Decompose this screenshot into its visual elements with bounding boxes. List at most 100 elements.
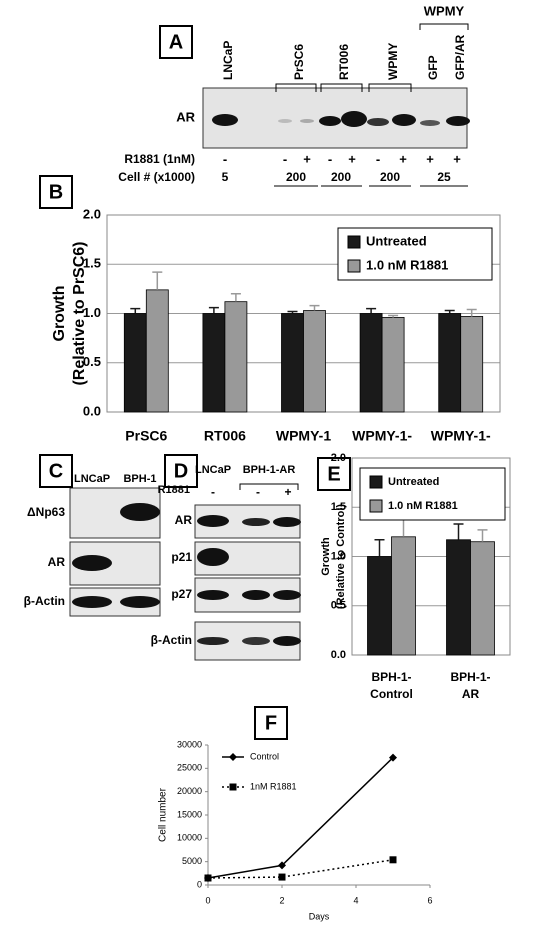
treatment-sign: + bbox=[453, 151, 461, 166]
y-tick-label: 15000 bbox=[177, 809, 202, 819]
plot-frame bbox=[351, 457, 511, 656]
bar bbox=[123, 313, 147, 413]
panel-label-box bbox=[39, 175, 73, 209]
x-tick-label: 4 bbox=[353, 895, 358, 905]
bar bbox=[381, 317, 405, 413]
bar bbox=[460, 316, 484, 413]
panel-label-box bbox=[159, 25, 193, 59]
panel-label-box bbox=[317, 457, 351, 491]
bar bbox=[224, 301, 248, 413]
treatment-sign: + bbox=[348, 151, 356, 166]
treatment-sign: + bbox=[399, 151, 407, 166]
lane-label: PrSC6 bbox=[292, 44, 306, 80]
x-tick-label: RT006 bbox=[204, 428, 246, 444]
error-bar bbox=[453, 523, 464, 540]
error-bar bbox=[388, 314, 399, 318]
x-axis-label: Days bbox=[309, 911, 330, 921]
panel-label-box bbox=[39, 454, 73, 488]
legend-marker bbox=[229, 753, 237, 761]
x-tick-label: 2 bbox=[279, 895, 284, 905]
marker bbox=[204, 874, 212, 882]
row-label: p21 bbox=[171, 550, 192, 564]
line bbox=[207, 859, 394, 879]
lane-label: LNCaP bbox=[221, 41, 235, 80]
lane-label: RT006 bbox=[337, 44, 351, 80]
y-axis-label: Growth bbox=[320, 537, 332, 576]
y-tick-label: 0.0 bbox=[83, 403, 101, 418]
y-tick-label: 5000 bbox=[182, 856, 202, 866]
marker bbox=[278, 873, 286, 881]
panel-label: D bbox=[174, 460, 188, 482]
y-axis-label: Cell number bbox=[158, 787, 169, 842]
bar bbox=[303, 310, 326, 413]
legend-swatch bbox=[369, 475, 383, 489]
panel-label-box bbox=[164, 454, 198, 488]
y-tick-label: 2.0 bbox=[331, 452, 346, 464]
cells-label: Cell # (x1000) bbox=[118, 170, 195, 184]
error-bar bbox=[130, 307, 141, 314]
row-label: AR bbox=[175, 513, 193, 527]
error-bar bbox=[374, 539, 385, 557]
bands-a bbox=[212, 111, 470, 127]
error-bar bbox=[208, 306, 219, 314]
row-label: β-Actin bbox=[151, 633, 192, 647]
lane-label: GFP/AR bbox=[453, 34, 467, 80]
legend-swatch bbox=[347, 235, 361, 249]
x-tick-label: 6 bbox=[427, 895, 432, 905]
treatment-label: R1881 bbox=[158, 484, 190, 496]
y-tick-label: 1.5 bbox=[83, 256, 101, 271]
x-tick-label: WPMY-1- bbox=[352, 428, 412, 444]
legend-label: Untreated bbox=[388, 476, 439, 488]
legend-swatch bbox=[369, 499, 383, 513]
treatment-sign: - bbox=[211, 485, 215, 499]
treatment-sign: - bbox=[376, 151, 380, 166]
y-tick-label: 20000 bbox=[177, 786, 202, 796]
line bbox=[207, 757, 394, 879]
legend-label: 1.0 nM R1881 bbox=[388, 500, 458, 512]
lane-label: LNCaP bbox=[195, 464, 231, 476]
cell-count: 25 bbox=[437, 170, 451, 184]
treatment-sign: - bbox=[223, 151, 227, 166]
legend-label: Untreated bbox=[366, 233, 427, 248]
treatment-sign: + bbox=[303, 151, 311, 166]
row-label: ΔNp63 bbox=[27, 505, 65, 519]
lane-label: BPH-1-AR bbox=[243, 464, 296, 476]
error-bar bbox=[466, 308, 477, 317]
y-axis-label: Growth bbox=[51, 286, 68, 342]
legend-box bbox=[337, 227, 493, 281]
panel-label: C bbox=[49, 460, 63, 482]
treatment-sign: - bbox=[328, 151, 332, 166]
bar bbox=[391, 536, 416, 656]
blot-c bbox=[69, 487, 161, 617]
legend-swatch bbox=[347, 259, 361, 273]
brackets-a bbox=[274, 23, 469, 187]
lane-label: GFP bbox=[426, 55, 440, 80]
y-tick-label: 25000 bbox=[177, 763, 202, 773]
cell-count: 200 bbox=[286, 170, 306, 184]
error-bar bbox=[444, 309, 455, 314]
x-tick-label: WPMY-1 bbox=[276, 428, 331, 444]
cell-count: 5 bbox=[222, 170, 229, 184]
x-tick-label: WPMY-1- bbox=[431, 428, 491, 444]
y-tick-label: 1.0 bbox=[331, 550, 346, 562]
y-tick-label: 30000 bbox=[177, 739, 202, 749]
marker bbox=[389, 856, 397, 864]
treatment-sign: - bbox=[256, 485, 260, 499]
legend-label: 1nM R1881 bbox=[250, 781, 297, 791]
panel-label: F bbox=[265, 712, 277, 734]
treatment-sign: - bbox=[283, 151, 287, 166]
panel-label-box bbox=[254, 706, 288, 740]
panel-label: B bbox=[49, 181, 63, 203]
error-bar bbox=[309, 304, 320, 311]
error-bar bbox=[398, 517, 409, 537]
row-label: p27 bbox=[171, 587, 192, 601]
legend-label: 1.0 nM R1881 bbox=[366, 257, 448, 272]
group-label: WPMY bbox=[424, 3, 465, 18]
row-label: β-Actin bbox=[24, 594, 65, 608]
y-tick-label: 0.5 bbox=[83, 354, 101, 369]
lane-label: WPMY bbox=[386, 43, 400, 80]
y-tick-label: 10000 bbox=[177, 833, 202, 843]
bar bbox=[145, 289, 169, 413]
marker bbox=[389, 753, 397, 762]
bar bbox=[470, 541, 495, 656]
